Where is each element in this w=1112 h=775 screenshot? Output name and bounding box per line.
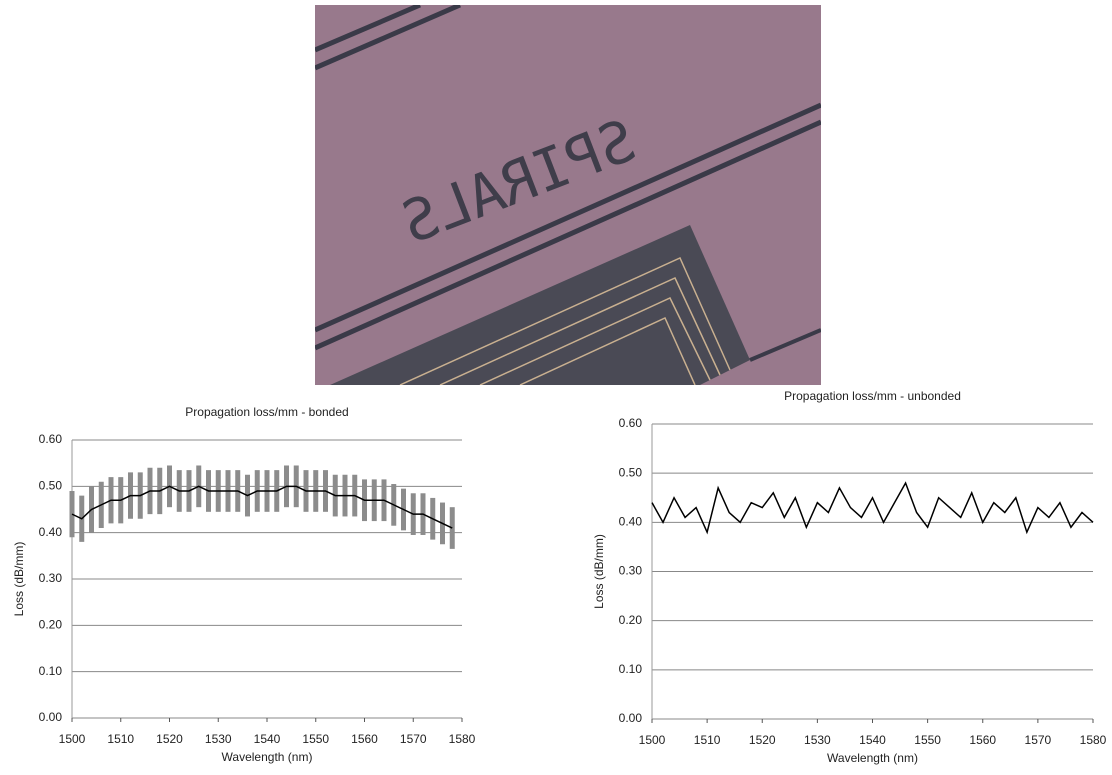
y-tick-label: 0.40: [39, 525, 63, 539]
y-tick-label: 0.10: [619, 662, 643, 676]
x-tick-label: 1580: [449, 732, 476, 746]
y-tick-label: 0.00: [39, 710, 63, 724]
x-axis-label: Wavelength (nm): [222, 750, 313, 764]
x-tick-label: 1530: [804, 733, 831, 747]
y-tick-label: 0.20: [619, 613, 643, 627]
x-tick-label: 1560: [351, 732, 378, 746]
data-line: [71, 485, 453, 529]
x-tick-label: 1510: [694, 733, 721, 747]
photo: SPIRALS: [315, 5, 821, 385]
y-tick-label: 0.20: [39, 618, 63, 632]
chart-title: Propagation loss/mm - unbonded: [784, 389, 961, 403]
x-tick-label: 1500: [639, 733, 666, 747]
x-tick-label: 1550: [302, 732, 329, 746]
x-tick-label: 1580: [1080, 733, 1107, 747]
x-tick-label: 1540: [859, 733, 886, 747]
y-tick-label: 0.60: [39, 432, 63, 446]
x-axis-label: Wavelength (nm): [827, 751, 918, 765]
x-tick-label: 1540: [254, 732, 281, 746]
x-tick-label: 1520: [156, 732, 183, 746]
y-tick-label: 0.60: [619, 416, 643, 430]
x-tick-label: 1530: [205, 732, 232, 746]
data-line: [651, 481, 1094, 535]
y-tick-label: 0.50: [619, 465, 643, 479]
x-tick-label: 1510: [107, 732, 134, 746]
x-tick-label: 1550: [914, 733, 941, 747]
x-tick-label: 1560: [969, 733, 996, 747]
y-tick-label: 0.30: [39, 571, 63, 585]
y-tick-label: 0.40: [619, 515, 643, 529]
y-axis-label: Loss (dB/mm): [12, 542, 26, 617]
x-tick-label: 1520: [749, 733, 776, 747]
x-tick-label: 1570: [1025, 733, 1052, 747]
y-tick-label: 0.00: [619, 711, 643, 725]
x-tick-label: 1500: [59, 732, 86, 746]
y-axis-label: Loss (dB/mm): [592, 534, 606, 609]
y-tick-label: 0.10: [39, 664, 63, 678]
chart-title: Propagation loss/mm - bonded: [185, 405, 348, 419]
y-tick-label: 0.50: [39, 479, 63, 493]
x-tick-label: 1570: [400, 732, 427, 746]
y-tick-label: 0.30: [619, 564, 643, 578]
